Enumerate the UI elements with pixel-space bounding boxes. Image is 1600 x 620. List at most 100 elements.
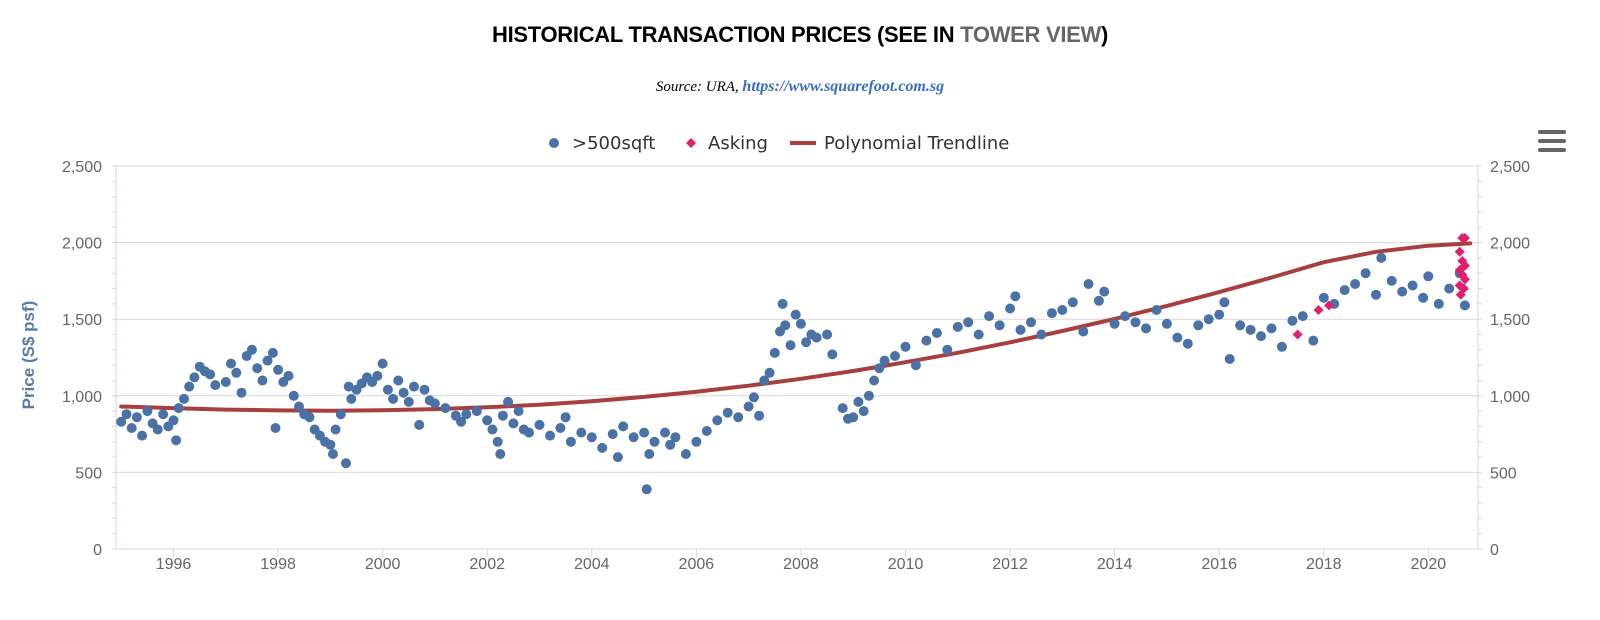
transaction-point[interactable] xyxy=(952,321,963,332)
transaction-point[interactable] xyxy=(419,384,430,395)
transaction-point[interactable] xyxy=(388,393,399,404)
transaction-point[interactable] xyxy=(440,403,451,414)
tower-view-link[interactable]: TOWER VIEW xyxy=(960,22,1101,47)
transaction-point[interactable] xyxy=(639,427,650,438)
transaction-point[interactable] xyxy=(1287,315,1298,326)
transaction-point[interactable] xyxy=(890,351,900,361)
transaction-point[interactable] xyxy=(973,329,984,340)
transaction-point[interactable] xyxy=(171,435,182,446)
transaction-point[interactable] xyxy=(246,344,257,355)
transaction-point[interactable] xyxy=(1172,332,1183,343)
transaction-point[interactable] xyxy=(754,410,765,421)
transaction-point[interactable] xyxy=(210,380,221,391)
transaction-point[interactable] xyxy=(586,432,597,443)
legend-item[interactable]: >500sqft xyxy=(549,133,655,154)
asking-point[interactable] xyxy=(1455,289,1466,300)
transaction-point[interactable] xyxy=(257,375,268,386)
transaction-point[interactable] xyxy=(184,381,195,392)
transaction-point[interactable] xyxy=(560,412,571,423)
transaction-point[interactable] xyxy=(1433,298,1444,309)
transaction-point[interactable] xyxy=(660,427,670,438)
transaction-point[interactable] xyxy=(1397,286,1408,297)
transaction-point[interactable] xyxy=(759,375,770,386)
transaction-point[interactable] xyxy=(670,432,681,443)
transaction-point[interactable] xyxy=(1130,317,1141,328)
transaction-point[interactable] xyxy=(328,449,338,459)
transaction-point[interactable] xyxy=(1444,283,1455,294)
transaction-point[interactable] xyxy=(1219,297,1230,308)
transaction-point[interactable] xyxy=(1256,331,1266,342)
transaction-point[interactable] xyxy=(994,320,1005,331)
transaction-point[interactable] xyxy=(1350,279,1361,289)
transaction-point[interactable] xyxy=(341,458,351,469)
legend-item[interactable]: Asking xyxy=(686,133,768,154)
transaction-point[interactable] xyxy=(641,484,652,495)
transaction-point[interactable] xyxy=(1371,289,1381,300)
transaction-point[interactable] xyxy=(1005,303,1016,314)
transaction-point[interactable] xyxy=(837,403,848,414)
transaction-point[interactable] xyxy=(1266,323,1277,334)
transaction-point[interactable] xyxy=(1161,318,1172,329)
transaction-point[interactable] xyxy=(576,427,587,438)
transaction-point[interactable] xyxy=(1386,275,1397,286)
transaction-point[interactable] xyxy=(1245,324,1256,335)
transaction-point[interactable] xyxy=(267,347,278,358)
transaction-point[interactable] xyxy=(121,409,132,420)
transaction-point[interactable] xyxy=(482,415,493,426)
transaction-point[interactable] xyxy=(785,340,796,351)
transaction-point[interactable] xyxy=(1093,295,1104,306)
transaction-point[interactable] xyxy=(777,298,788,309)
transaction-point[interactable] xyxy=(372,370,383,381)
transaction-point[interactable] xyxy=(769,347,780,358)
asking-point[interactable] xyxy=(1459,233,1470,244)
transaction-point[interactable] xyxy=(283,370,294,381)
transaction-point[interactable] xyxy=(680,449,691,459)
asking-point[interactable] xyxy=(1459,274,1470,285)
transaction-point[interactable] xyxy=(461,409,472,420)
transaction-point[interactable] xyxy=(492,436,503,447)
transaction-point[interactable] xyxy=(1203,314,1214,325)
transaction-point[interactable] xyxy=(471,406,482,417)
transaction-point[interactable] xyxy=(1083,279,1094,289)
transaction-point[interactable] xyxy=(158,409,169,420)
transaction-point[interactable] xyxy=(545,430,555,441)
transaction-point[interactable] xyxy=(330,424,341,435)
transaction-point[interactable] xyxy=(712,415,723,426)
transaction-point[interactable] xyxy=(1099,286,1110,297)
transaction-point[interactable] xyxy=(508,418,519,429)
transaction-point[interactable] xyxy=(137,430,148,441)
transaction-point[interactable] xyxy=(701,426,712,436)
transaction-point[interactable] xyxy=(607,429,618,440)
transaction-point[interactable] xyxy=(649,436,660,447)
transaction-point[interactable] xyxy=(743,401,754,412)
transaction-point[interactable] xyxy=(801,337,812,348)
transaction-point[interactable] xyxy=(1308,335,1319,346)
transaction-point[interactable] xyxy=(691,436,702,447)
transaction-point[interactable] xyxy=(116,416,127,427)
transaction-point[interactable] xyxy=(152,424,163,435)
transaction-point[interactable] xyxy=(722,407,733,418)
transaction-point[interactable] xyxy=(142,406,153,417)
transaction-point[interactable] xyxy=(1339,285,1350,296)
transaction-point[interactable] xyxy=(764,367,775,378)
transaction-point[interactable] xyxy=(597,442,608,453)
transaction-point[interactable] xyxy=(618,421,629,432)
transaction-point[interactable] xyxy=(858,406,869,417)
transaction-point[interactable] xyxy=(931,328,942,338)
transaction-point[interactable] xyxy=(984,311,995,322)
transaction-point[interactable] xyxy=(1360,268,1371,279)
asking-point[interactable] xyxy=(1454,246,1465,257)
transaction-point[interactable] xyxy=(173,403,184,414)
transaction-point[interactable] xyxy=(1015,324,1026,335)
transaction-point[interactable] xyxy=(848,412,859,423)
transaction-point[interactable] xyxy=(497,410,508,421)
transaction-point[interactable] xyxy=(179,393,189,404)
transaction-point[interactable] xyxy=(1214,309,1225,320)
transaction-point[interactable] xyxy=(398,387,409,398)
transaction-point[interactable] xyxy=(1067,297,1078,308)
transaction-point[interactable] xyxy=(1010,291,1021,302)
transaction-point[interactable] xyxy=(921,335,932,346)
transaction-point[interactable] xyxy=(377,358,388,369)
transaction-point[interactable] xyxy=(382,384,393,395)
transaction-point[interactable] xyxy=(555,423,566,433)
